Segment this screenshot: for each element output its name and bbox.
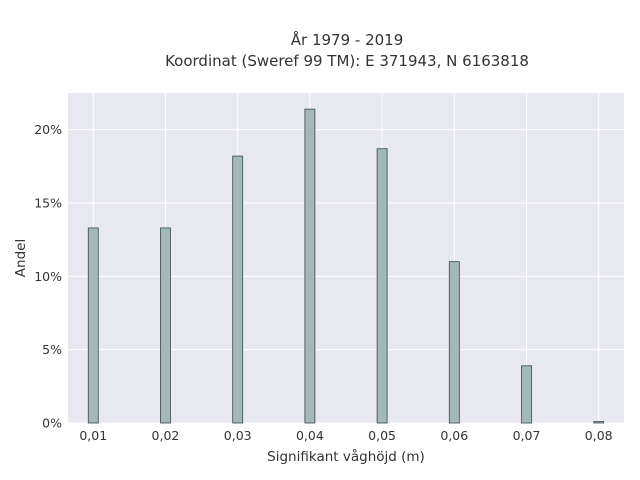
- bar-0-06: [448, 261, 460, 424]
- chart-title-line-1: År 1979 - 2019: [291, 30, 404, 49]
- y-axis-title: Andel: [13, 239, 29, 277]
- y-tick-label: 20%: [34, 122, 62, 137]
- bar-0-07: [521, 365, 532, 424]
- y-tick-label: 10%: [34, 269, 62, 284]
- bar-0-01: [87, 227, 99, 424]
- x-tick-label: 0,01: [79, 428, 107, 443]
- plot-area: [68, 93, 624, 423]
- bar-0-02: [160, 227, 171, 424]
- x-tick-label: 0,02: [152, 428, 180, 443]
- bar-0-08: [593, 421, 605, 424]
- bar-0-03: [232, 155, 244, 424]
- x-tick-label: 0,03: [224, 428, 252, 443]
- y-tick-labels: 0% 5% 10% 15% 20%: [34, 122, 62, 430]
- x-axis-title: Signifikant våghöjd (m): [267, 448, 425, 465]
- y-tick-label: 0%: [42, 416, 62, 431]
- bar-0-04: [304, 108, 316, 424]
- y-tick-label: 15%: [34, 196, 62, 211]
- x-tick-label: 0,07: [513, 428, 541, 443]
- bars: [87, 108, 605, 424]
- bar-0-05: [376, 148, 388, 424]
- x-tick-labels: 0,01 0,02 0,03 0,04 0,05 0,06 0,07 0,08: [79, 428, 612, 443]
- y-tick-label: 5%: [42, 342, 62, 357]
- x-tick-label: 0,04: [296, 428, 324, 443]
- chart-title-line-2: Koordinat (Sweref 99 TM): E 371943, N 61…: [165, 52, 529, 70]
- x-tick-label: 0,08: [585, 428, 613, 443]
- x-tick-label: 0,06: [440, 428, 468, 443]
- x-tick-label: 0,05: [368, 428, 396, 443]
